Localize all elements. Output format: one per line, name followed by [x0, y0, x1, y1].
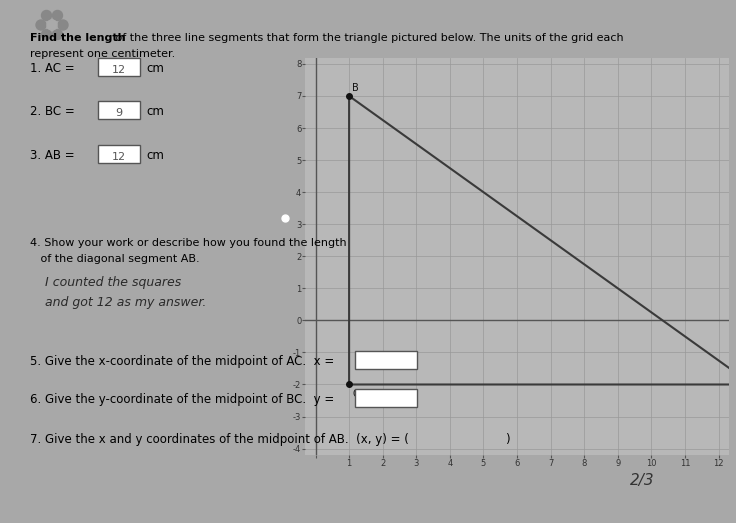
Bar — [98, 101, 140, 119]
Text: cm: cm — [146, 149, 164, 162]
Text: C: C — [353, 389, 359, 400]
Text: 12: 12 — [112, 65, 126, 75]
Bar — [98, 58, 140, 76]
Bar — [355, 389, 417, 407]
Text: of the three line segments that form the triangle pictured below. The units of t: of the three line segments that form the… — [112, 33, 623, 43]
Text: 2/3: 2/3 — [630, 473, 654, 488]
Text: 7. Give the x and y coordinates of the midpoint of AB.  (x, y) = (: 7. Give the x and y coordinates of the m… — [30, 433, 409, 446]
Circle shape — [47, 20, 57, 30]
Circle shape — [36, 20, 46, 30]
Text: 2. BC =: 2. BC = — [30, 105, 79, 118]
Text: Find the length: Find the length — [30, 33, 126, 43]
Text: B: B — [353, 83, 359, 93]
Text: 12: 12 — [112, 152, 126, 162]
Circle shape — [52, 10, 63, 20]
Text: ): ) — [505, 433, 509, 446]
Text: and got 12 as my answer.: and got 12 as my answer. — [45, 296, 206, 309]
Circle shape — [41, 10, 52, 20]
Text: 1. AC =: 1. AC = — [30, 62, 78, 75]
Bar — [355, 351, 417, 369]
Text: cm: cm — [146, 105, 164, 118]
Circle shape — [41, 29, 52, 40]
Text: 6. Give the y-coordinate of the midpoint of BC.  y =: 6. Give the y-coordinate of the midpoint… — [30, 393, 334, 406]
Text: 9: 9 — [116, 108, 123, 118]
Text: 3. AB =: 3. AB = — [30, 149, 78, 162]
Text: of the diagonal segment AB.: of the diagonal segment AB. — [30, 254, 199, 264]
Circle shape — [58, 20, 68, 30]
Circle shape — [52, 29, 63, 40]
Text: represent one centimeter.: represent one centimeter. — [30, 49, 175, 59]
Bar — [98, 145, 140, 163]
Text: 4. Show your work or describe how you found the length: 4. Show your work or describe how you fo… — [30, 238, 347, 248]
Text: 5. Give the x-coordinate of the midpoint of AC.  x =: 5. Give the x-coordinate of the midpoint… — [30, 355, 334, 368]
Text: I counted the squares: I counted the squares — [45, 276, 181, 289]
Text: cm: cm — [146, 62, 164, 75]
